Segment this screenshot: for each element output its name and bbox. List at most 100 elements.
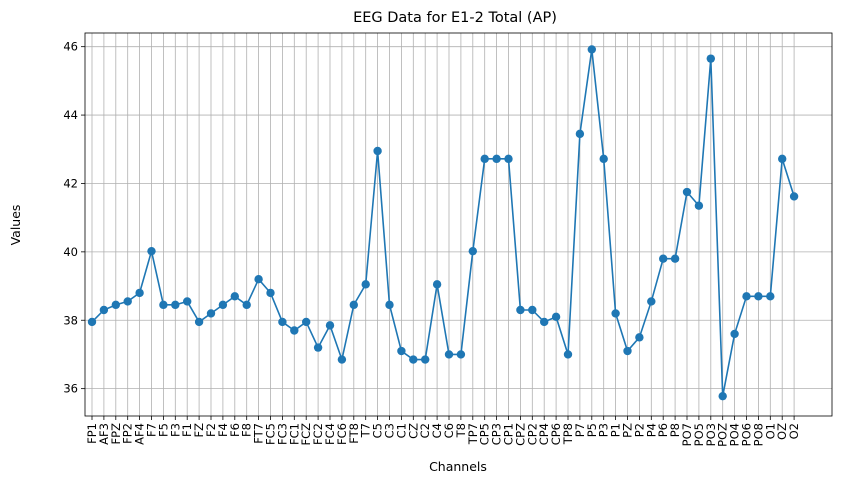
data-point xyxy=(123,297,132,306)
x-tick-label: FC2 xyxy=(311,423,325,445)
data-point xyxy=(206,309,216,318)
data-point xyxy=(504,154,513,164)
x-tick-label: F1 xyxy=(180,423,194,437)
data-point xyxy=(349,300,358,310)
y-tick-label: 40 xyxy=(63,245,78,259)
data-point xyxy=(551,312,561,322)
data-point xyxy=(670,254,680,263)
data-point xyxy=(444,350,454,359)
x-tick-label: CP1 xyxy=(502,423,516,445)
x-tick-label: PO4 xyxy=(728,423,742,446)
data-point xyxy=(587,45,596,54)
x-tick-label: FP2 xyxy=(121,423,135,444)
x-tick-label: FC5 xyxy=(264,423,278,445)
y-tick-label: 42 xyxy=(63,176,78,190)
x-axis-label: Channels xyxy=(429,459,487,474)
data-point xyxy=(171,300,180,310)
data-point xyxy=(385,300,394,310)
x-tick-label: C3 xyxy=(383,423,397,438)
data-point xyxy=(599,154,608,164)
data-point xyxy=(516,305,525,315)
data-point xyxy=(218,300,228,310)
data-point xyxy=(694,201,704,210)
x-tick-label: PO8 xyxy=(751,423,765,446)
x-tick-label: FC1 xyxy=(287,423,301,445)
data-point xyxy=(492,154,501,164)
x-tick-label: PO3 xyxy=(704,423,718,446)
x-tick-label: CP3 xyxy=(490,423,504,445)
x-tick-label: C4 xyxy=(430,423,444,438)
x-tick-label: POZ xyxy=(716,423,730,447)
data-point xyxy=(659,254,668,263)
data-point xyxy=(742,292,751,301)
x-tick-label: OZ xyxy=(775,423,789,440)
x-tick-label: P2 xyxy=(632,423,646,437)
x-tick-label: CP2 xyxy=(525,423,539,445)
x-tick-label: TP7 xyxy=(466,423,480,445)
x-tick-label: T8 xyxy=(454,423,468,438)
data-point xyxy=(540,317,549,327)
x-tick-label: C2 xyxy=(418,423,432,438)
data-point xyxy=(254,275,263,284)
plot-frame xyxy=(84,32,833,417)
data-point xyxy=(230,292,239,301)
grid-lines xyxy=(85,33,832,416)
data-point xyxy=(563,350,573,359)
data-point xyxy=(194,317,204,327)
x-tick-label: F4 xyxy=(216,423,230,437)
x-tick-label: C5 xyxy=(371,423,385,438)
data-point xyxy=(290,326,299,335)
data-point xyxy=(766,292,775,301)
x-tick-label: T7 xyxy=(359,423,373,438)
x-tick-label: FCZ xyxy=(299,423,313,446)
data-point xyxy=(468,246,477,256)
x-tick-label: PZ xyxy=(621,423,635,438)
data-point xyxy=(528,305,537,315)
x-axis-ticks: FP1AF3FPZFP2AF4F7F5F3F1FZF2F4F6F8FT7FC5F… xyxy=(85,416,801,447)
x-tick-label: FC6 xyxy=(335,423,349,445)
data-point xyxy=(111,300,121,310)
x-tick-label: O1 xyxy=(763,423,777,439)
data-point xyxy=(611,309,620,318)
x-tick-label: O2 xyxy=(787,423,801,439)
data-point xyxy=(278,317,287,327)
data-point xyxy=(373,146,382,156)
data-point xyxy=(313,343,323,352)
data-point xyxy=(456,350,466,359)
x-tick-label: FP1 xyxy=(85,423,99,444)
data-point xyxy=(361,280,370,289)
x-tick-label: F6 xyxy=(228,423,242,437)
data-point xyxy=(647,297,656,306)
x-tick-label: P4 xyxy=(644,423,658,437)
x-tick-label: C6 xyxy=(442,423,456,438)
x-tick-label: P7 xyxy=(573,423,587,437)
x-tick-label: C1 xyxy=(394,423,408,438)
x-tick-label: P1 xyxy=(609,423,623,437)
data-point xyxy=(778,154,787,164)
x-tick-label: AF4 xyxy=(133,423,147,445)
x-tick-label: AF3 xyxy=(97,423,111,445)
data-point xyxy=(575,129,585,139)
chart-title: EEG Data for E1-2 Total (AP) xyxy=(353,10,557,26)
x-tick-label: CP5 xyxy=(478,423,492,445)
data-point xyxy=(635,333,644,342)
x-tick-label: PO5 xyxy=(692,423,706,446)
x-tick-label: F5 xyxy=(156,423,170,437)
y-axis-ticks: 36 38 40 42 44 46 xyxy=(63,40,85,396)
data-point xyxy=(730,329,739,339)
data-point xyxy=(409,355,418,364)
x-tick-label: F2 xyxy=(204,423,218,437)
data-point xyxy=(325,321,335,330)
x-tick-label: FT8 xyxy=(347,423,361,444)
data-point xyxy=(99,305,109,315)
data-markers xyxy=(87,45,799,401)
data-point xyxy=(337,355,347,364)
x-tick-label: F8 xyxy=(240,423,254,437)
data-point xyxy=(183,297,192,306)
data-point xyxy=(623,346,632,356)
y-tick-label: 44 xyxy=(63,108,78,122)
data-point xyxy=(421,355,430,364)
x-tick-label: P8 xyxy=(668,423,682,437)
data-point xyxy=(135,288,144,298)
